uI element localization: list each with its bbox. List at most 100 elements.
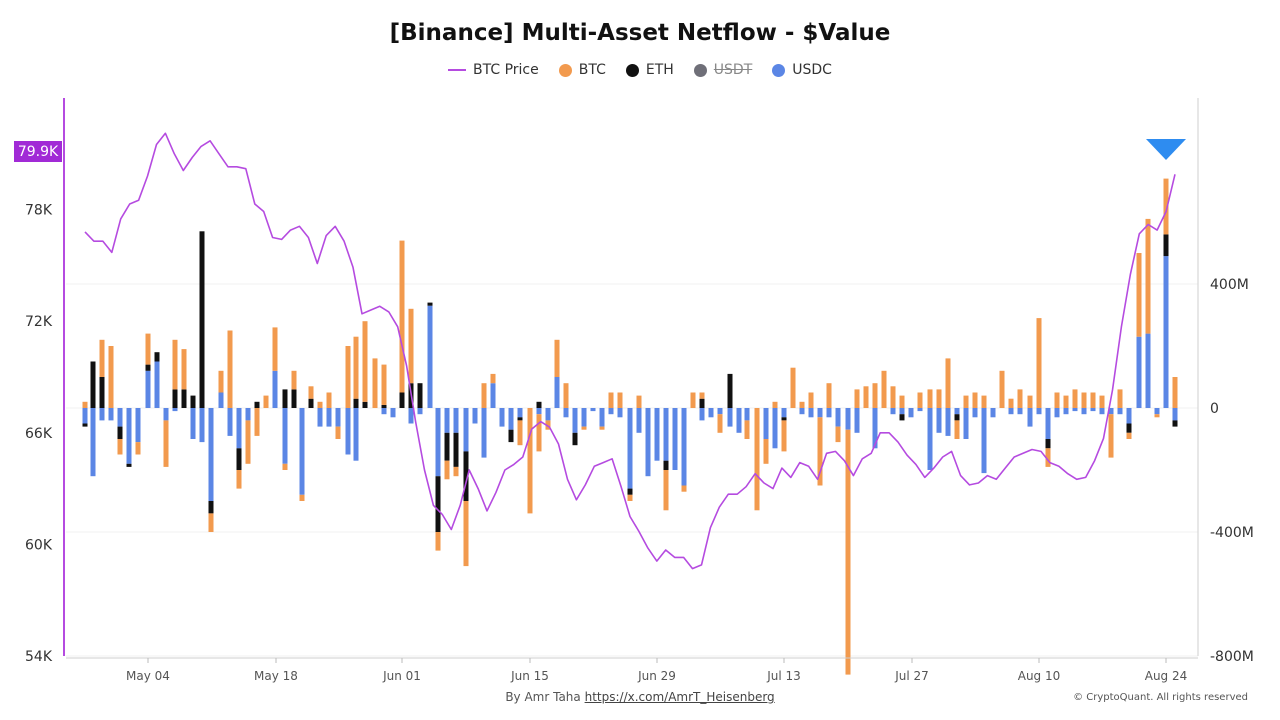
netflow-bar-usdc: [99, 408, 105, 421]
netflow-bar-btc: [763, 439, 769, 464]
netflow-bar-btc: [608, 392, 614, 408]
netflow-bar-eth: [172, 389, 178, 408]
netflow-bar-usdc: [390, 408, 396, 418]
chart-title: [Binance] Multi-Asset Netflow - $Value: [389, 20, 891, 46]
netflow-bar-usdc: [1108, 408, 1114, 415]
netflow-bar-usdc: [1117, 408, 1123, 415]
left-tick-label: 60K: [25, 537, 53, 553]
netflow-bar-btc: [1154, 414, 1160, 418]
netflow-bar-usdc: [108, 408, 114, 421]
latest-marker-icon: [1146, 139, 1186, 160]
netflow-bar-btc: [1163, 178, 1169, 235]
netflow-bar-usdc: [972, 408, 978, 418]
netflow-bar-btc: [172, 339, 178, 390]
netflow-bar-usdc: [817, 408, 823, 418]
netflow-bar-usdc: [82, 408, 88, 424]
netflow-bar-btc: [1136, 253, 1142, 337]
netflow-bar-btc: [1145, 218, 1151, 334]
netflow-bar-btc: [1054, 392, 1060, 408]
netflow-bar-btc: [872, 383, 878, 408]
netflow-bar-btc: [245, 420, 251, 464]
netflow-bar-btc: [1008, 398, 1014, 408]
legend-item-usdc[interactable]: USDC: [772, 62, 832, 78]
netflow-bar-btc: [781, 420, 787, 452]
netflow-bar-btc: [854, 389, 860, 408]
netflow-bar-btc: [744, 420, 750, 439]
netflow-bar-btc: [345, 346, 351, 408]
netflow-bar-usdc: [572, 408, 578, 433]
x-tick-label: May 18: [254, 669, 298, 683]
netflow-bar-btc: [444, 460, 450, 480]
netflow-bar-btc: [117, 439, 123, 455]
netflow-bar-btc: [227, 330, 233, 408]
netflow-bar-btc: [399, 240, 405, 393]
legend-item-usdt[interactable]: USDT: [693, 62, 752, 78]
netflow-bar-btc: [1072, 389, 1078, 408]
netflow-bar-eth: [117, 426, 123, 439]
netflow-bar-eth: [236, 448, 242, 470]
netflow-bar-btc: [1126, 432, 1132, 439]
netflow-bar-usdc: [599, 408, 605, 427]
netflow-bar-eth: [427, 302, 433, 306]
netflow-bar-btc: [108, 346, 114, 408]
netflow-bar-usdc: [617, 408, 623, 418]
netflow-bar-btc: [490, 373, 496, 384]
netflow-bar-btc: [699, 392, 705, 399]
netflow-bar-btc: [954, 420, 960, 439]
netflow-bar-usdc: [517, 408, 523, 418]
netflow-bar-usdc: [345, 408, 351, 455]
netflow-bar-usdc: [945, 408, 951, 436]
netflow-bar-btc: [1017, 389, 1023, 408]
author-link[interactable]: https://x.com/AmrT_Heisenberg: [584, 690, 775, 704]
netflow-bar-usdc: [444, 408, 450, 433]
netflow-bar-btc: [282, 463, 288, 470]
netflow-bar-btc: [99, 339, 105, 377]
netflow-bar-eth: [453, 432, 459, 467]
legend-item-btc[interactable]: BTC: [558, 62, 606, 78]
netflow-bar-eth: [308, 398, 314, 408]
netflow-bar-usdc: [453, 408, 459, 433]
netflow-bar-btc: [181, 349, 187, 390]
netflow-bar-btc: [208, 513, 214, 532]
netflow-bar-btc: [545, 420, 551, 430]
netflow-bar-eth: [381, 404, 387, 408]
netflow-bar-eth: [463, 451, 469, 501]
netflow-bar-btc: [1036, 318, 1042, 408]
netflow-bar-eth: [699, 398, 705, 408]
netflow-bar-usdc: [353, 408, 359, 461]
netflow-bar-usdc: [1163, 256, 1169, 408]
right-tick-label: -800M: [1210, 649, 1254, 665]
netflow-bar-eth: [517, 417, 523, 421]
netflow-bar-eth: [727, 373, 733, 408]
netflow-bar-btc: [690, 392, 696, 408]
netflow-bar-eth: [181, 389, 187, 408]
netflow-bar-btc: [927, 389, 933, 408]
x-tick-label: Jun 01: [382, 669, 421, 683]
netflow-bar-usdc: [154, 361, 160, 408]
netflow-bar-usdc: [1054, 408, 1060, 418]
netflow-bar-btc: [790, 367, 796, 408]
netflow-bar-eth: [1172, 420, 1178, 427]
netflow-bar-usdc: [545, 408, 551, 421]
netflow-bar-btc: [481, 383, 487, 408]
legend-item-btc-price[interactable]: BTC Price: [448, 62, 539, 78]
x-tick-label: Aug 24: [1145, 669, 1188, 683]
netflow-bar-btc: [254, 408, 260, 436]
netflow-bar-usdc: [636, 408, 642, 433]
netflow-bar-usdc: [317, 408, 323, 427]
netflow-bar-btc: [717, 414, 723, 433]
netflow-bar-btc: [218, 370, 224, 393]
netflow-bar-btc: [681, 485, 687, 492]
netflow-bar-btc: [308, 386, 314, 399]
legend-item-eth[interactable]: ETH: [625, 62, 674, 78]
netflow-bar-usdc: [581, 408, 587, 427]
author-credit: By Amr Taha https://x.com/AmrT_Heisenber…: [0, 690, 1280, 704]
netflow-bar-usdc: [1063, 408, 1069, 415]
x-tick-label: Jun 15: [510, 669, 549, 683]
netflow-bar-eth: [399, 392, 405, 408]
chart-legend: BTC Price BTC ETH USDT USDC: [0, 62, 1280, 78]
netflow-bar-eth: [190, 395, 196, 408]
x-tick-label: Jul 27: [894, 669, 929, 683]
right-tick-label: -400M: [1210, 525, 1254, 541]
